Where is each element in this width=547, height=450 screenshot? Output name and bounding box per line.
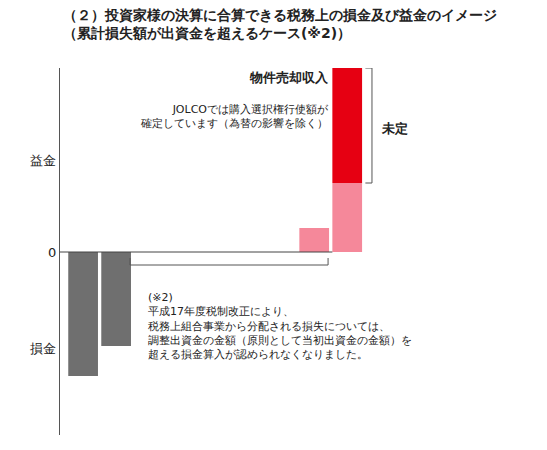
svg-text:損金: 損金: [30, 341, 56, 356]
svg-text:(※2)平成17年度税制改正により、税務上組合事業から分配さ: (※2)平成17年度税制改正により、税務上組合事業から分配される損失については、…: [148, 291, 412, 361]
svg-text:物件売却収入: 物件売却収入: [249, 70, 329, 85]
svg-text:（２）投資家様の決算に合算できる税務上の損金及び益金のイメー: （２）投資家様の決算に合算できる税務上の損金及び益金のイメージ（累計損失額が出資…: [63, 7, 497, 41]
svg-text:未定: 未定: [381, 121, 408, 136]
svg-text:益金: 益金: [30, 153, 56, 168]
svg-text:0: 0: [48, 245, 56, 260]
svg-text:JOLCOでは購入選択権行使額が確定しています（為替の影響を: JOLCOでは購入選択権行使額が確定しています（為替の影響を除く）: [140, 103, 329, 130]
